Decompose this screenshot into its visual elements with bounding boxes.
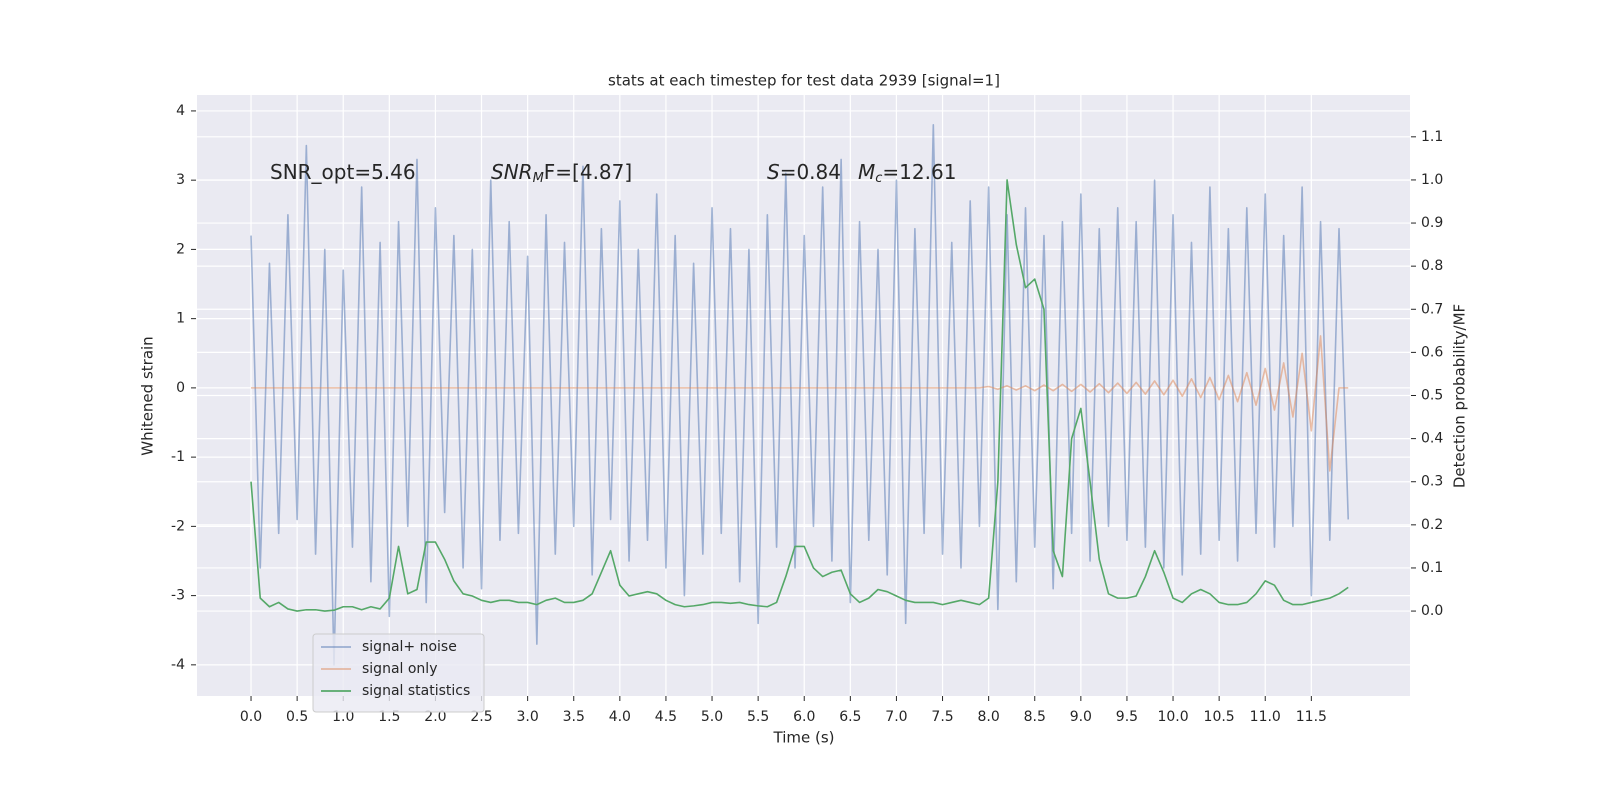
annotation-part: SNR_opt=5.46 xyxy=(270,160,416,184)
x-tick-label: 6.0 xyxy=(793,709,815,725)
y2-axis-label: Detection probability/MF xyxy=(1451,304,1469,488)
x-tick-label: 5.0 xyxy=(701,709,723,725)
y-tick-label: -1 xyxy=(171,449,185,465)
y-tick-label: 1 xyxy=(176,311,185,327)
x-tick-label: 7.5 xyxy=(931,709,953,725)
x-tick-label: 2.0 xyxy=(424,709,446,725)
x-tick-label: 4.0 xyxy=(609,709,631,725)
y-tick-label: -4 xyxy=(171,657,185,673)
annotation: Mc=12.61 xyxy=(858,160,956,186)
y2-tick-label: 1.0 xyxy=(1421,172,1443,188)
y2-tick-label: 0.7 xyxy=(1421,301,1443,317)
x-tick-label: 10.0 xyxy=(1157,709,1188,725)
y2-tick-label: 0.0 xyxy=(1421,603,1443,619)
x-tick-label: 11.5 xyxy=(1296,709,1327,725)
annotation-part: M xyxy=(858,160,875,184)
annotation-part: SNR xyxy=(491,160,533,184)
series-line xyxy=(251,335,1349,472)
x-tick-label: 1.0 xyxy=(332,709,354,725)
legend-box xyxy=(312,633,485,713)
x-tick-label: 7.0 xyxy=(885,709,907,725)
legend-label: signal+ noise xyxy=(362,639,457,655)
x-tick-label: 8.0 xyxy=(978,709,1000,725)
y2-tick-label: 0.8 xyxy=(1421,258,1443,274)
y-tick-label: 0 xyxy=(176,380,185,396)
x-tick-label: 6.5 xyxy=(839,709,861,725)
annotation-part: =0.84 xyxy=(780,160,841,184)
y2-tick-label: 0.1 xyxy=(1421,560,1443,576)
legend-label: signal statistics xyxy=(362,683,470,699)
x-tick-label: 0.0 xyxy=(240,709,262,725)
y-tick-label: -3 xyxy=(171,588,185,604)
annotation: SNRMF=[4.87] xyxy=(491,160,632,186)
y-tick-label: 4 xyxy=(176,103,185,119)
annotation-part: c xyxy=(875,171,882,186)
x-tick-label: 10.5 xyxy=(1204,709,1235,725)
x-tick-label: 3.0 xyxy=(517,709,539,725)
x-tick-label: 11.0 xyxy=(1250,709,1281,725)
y-tick-label: -2 xyxy=(171,518,185,534)
legend-label: signal only xyxy=(362,661,437,677)
x-tick-label: 1.5 xyxy=(378,709,400,725)
y2-tick-label: 0.9 xyxy=(1421,215,1443,231)
x-tick-label: 3.5 xyxy=(563,709,585,725)
y2-tick-label: 1.1 xyxy=(1421,129,1443,145)
series-line xyxy=(250,123,1350,666)
chart-title: stats at each timestep for test data 293… xyxy=(608,72,1000,90)
annotation-part: M xyxy=(533,171,544,186)
annotation-part: =12.61 xyxy=(882,160,956,184)
y2-tick-label: 0.2 xyxy=(1421,517,1443,533)
y2-tick-label: 0.3 xyxy=(1421,474,1443,490)
y-axis-label: Whitened strain xyxy=(139,336,157,455)
y2-tick-label: 0.6 xyxy=(1421,344,1443,360)
x-tick-label: 9.5 xyxy=(1116,709,1138,725)
y-tick-label: 3 xyxy=(176,172,185,188)
x-tick-label: 2.5 xyxy=(470,709,492,725)
x-tick-label: 9.0 xyxy=(1070,709,1092,725)
annotation-part: S xyxy=(767,160,780,184)
annotation: S=0.84 xyxy=(767,160,841,184)
x-tick-label: 8.5 xyxy=(1024,709,1046,725)
y-tick-label: 2 xyxy=(176,241,185,257)
x-tick-label: 4.5 xyxy=(655,709,677,725)
x-axis-label: Time (s) xyxy=(773,729,835,747)
y2-tick-label: 0.4 xyxy=(1421,431,1443,447)
x-tick-label: 0.5 xyxy=(286,709,308,725)
annotation-part: F=[4.87] xyxy=(544,160,632,184)
annotation: SNR_opt=5.46 xyxy=(270,160,416,184)
x-tick-label: 5.5 xyxy=(747,709,769,725)
y2-tick-label: 0.5 xyxy=(1421,388,1443,404)
series-line xyxy=(250,179,1349,612)
